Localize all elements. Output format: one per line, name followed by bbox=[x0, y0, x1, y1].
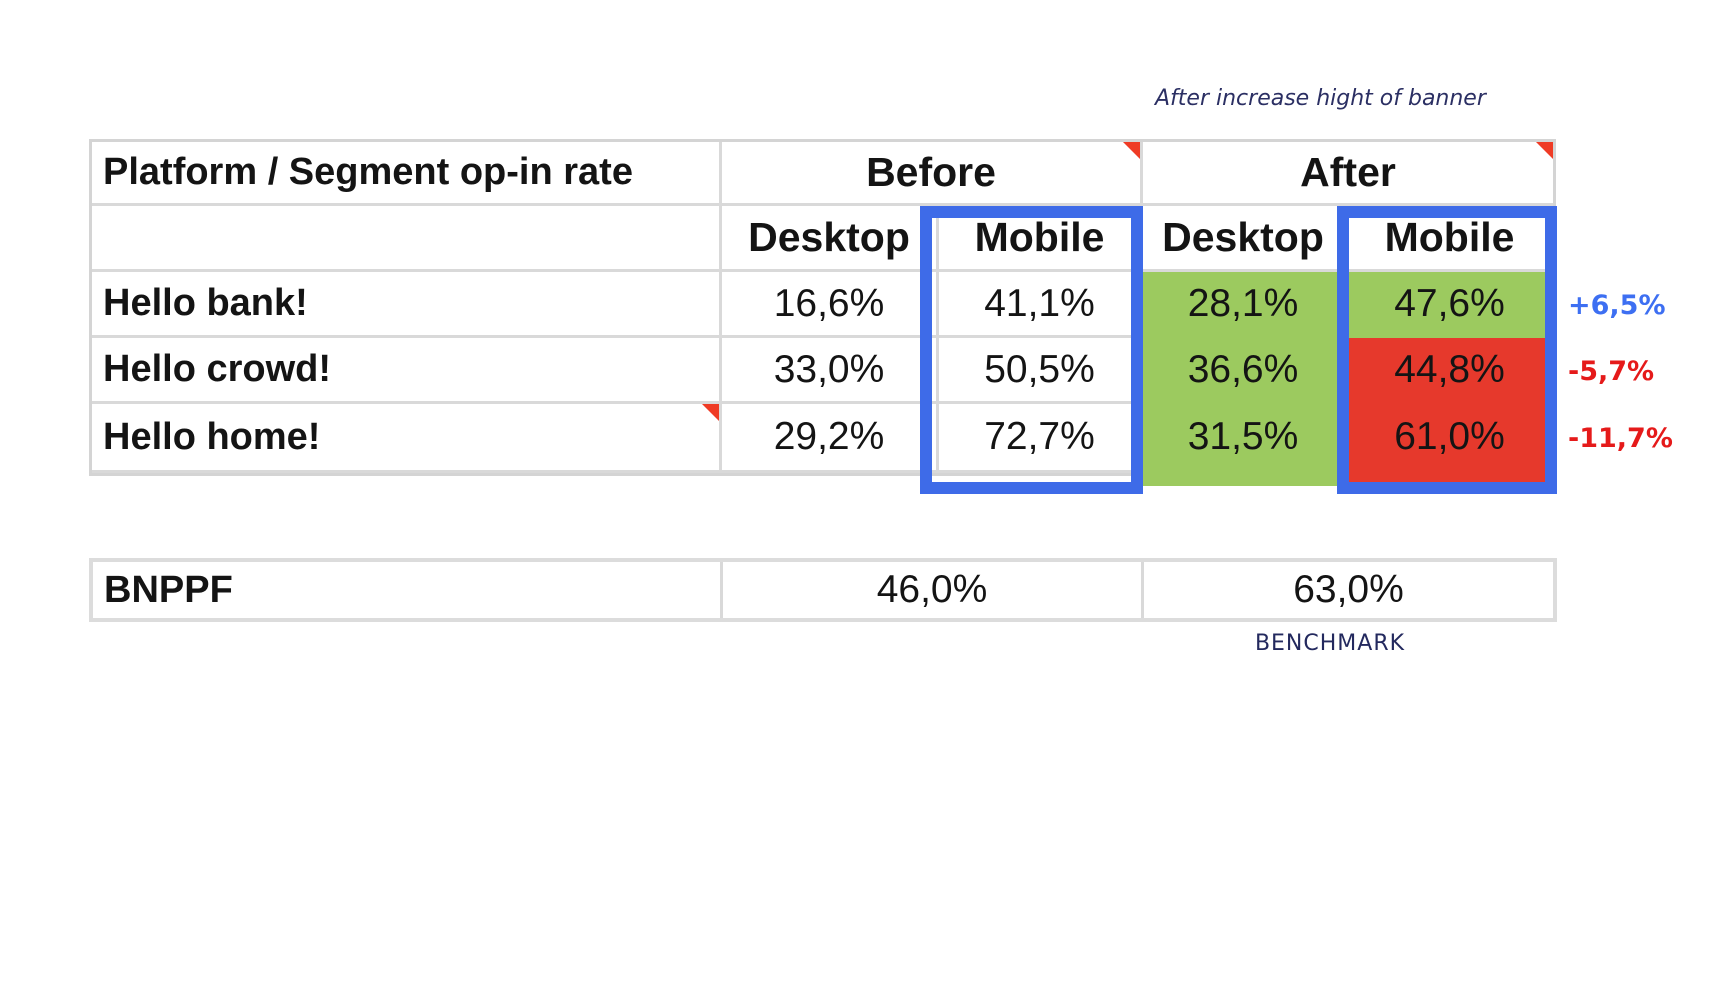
comment-marker-icon bbox=[702, 404, 719, 421]
comment-marker-icon bbox=[1123, 142, 1140, 159]
empty-corner-cell bbox=[92, 206, 722, 272]
delta-hello-crowd: -5,7% bbox=[1568, 355, 1655, 387]
cell-hello-bank-before-mobile: 41,1% bbox=[939, 272, 1143, 338]
cell-hello-home-after-desktop: 31,5% bbox=[1143, 404, 1346, 473]
delta-hello-home: -11,7% bbox=[1568, 423, 1673, 454]
benchmark-table: BNPPF 46,0% 63,0% bbox=[89, 558, 1557, 622]
table-title: Platform / Segment op-in rate bbox=[103, 151, 633, 193]
cell-hello-crowd-after-desktop: 36,6% bbox=[1143, 338, 1346, 404]
after-desktop-fill-extension bbox=[1143, 470, 1337, 486]
delta-hello-bank: +6,5% bbox=[1568, 289, 1666, 321]
banner-annotation: After increase hight of banner bbox=[1155, 86, 1486, 111]
after-mobile-fill-extension bbox=[1349, 470, 1545, 484]
cell-hello-home-after-mobile: 61,0% bbox=[1346, 404, 1553, 473]
cell-hello-crowd-before-desktop: 33,0% bbox=[722, 338, 939, 404]
cell-hello-bank-after-mobile: 47,6% bbox=[1346, 272, 1553, 338]
opt-in-rate-table: Platform / Segment op-in rate Before Aft… bbox=[89, 139, 1556, 476]
comment-marker-icon bbox=[1536, 142, 1553, 159]
row-label-hello-home-text: Hello home! bbox=[103, 415, 321, 458]
row-label-hello-bank: Hello bank! bbox=[92, 272, 722, 338]
highlight-box-before-mobile bbox=[920, 206, 1143, 494]
cell-hello-crowd-before-mobile: 50,5% bbox=[939, 338, 1143, 404]
cell-hello-crowd-after-mobile: 44,8% bbox=[1346, 338, 1553, 404]
col-header-before-desktop: Desktop bbox=[722, 206, 939, 272]
highlight-box-after-mobile bbox=[1337, 206, 1557, 494]
cell-hello-bank-before-desktop: 16,6% bbox=[722, 272, 939, 338]
col-header-after-desktop: Desktop bbox=[1143, 206, 1346, 272]
cell-hello-home-before-mobile: 72,7% bbox=[939, 404, 1143, 473]
header-after: After bbox=[1143, 142, 1553, 206]
row-label-hello-crowd: Hello crowd! bbox=[92, 338, 722, 404]
header-after-label: After bbox=[1300, 149, 1396, 195]
header-before: Before bbox=[722, 142, 1143, 206]
benchmark-before-value: 46,0% bbox=[723, 562, 1144, 618]
row-label-hello-home: Hello home! bbox=[92, 404, 722, 473]
table-title-cell: Platform / Segment op-in rate bbox=[92, 142, 722, 206]
benchmark-after-value: 63,0% bbox=[1144, 562, 1553, 618]
benchmark-row-label: BNPPF bbox=[93, 562, 723, 618]
header-before-label: Before bbox=[866, 149, 996, 195]
benchmark-caption: BENCHMARK bbox=[1254, 631, 1406, 656]
cell-hello-home-before-desktop: 29,2% bbox=[722, 404, 939, 473]
cell-hello-bank-after-desktop: 28,1% bbox=[1143, 272, 1346, 338]
